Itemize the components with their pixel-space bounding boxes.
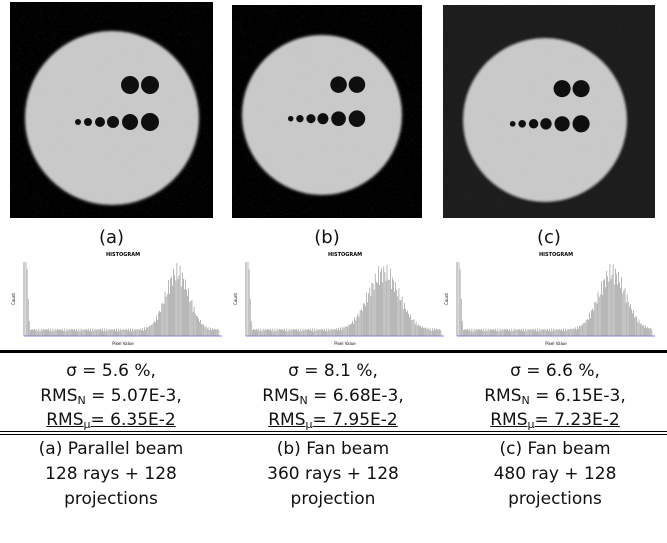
sigma: σ = 8.1 %, [288,361,378,381]
rms-subscript: N [521,394,530,407]
rms-prefix: RMS [484,386,522,406]
rms-mu: RMSμ= 6.35E-2 [0,408,222,433]
histogram-ylabel: Count [11,293,16,305]
phantom-hole [348,110,366,127]
histogram-bars [247,262,442,336]
phantom-hole [330,76,347,93]
phantom-hole [121,76,139,94]
histogram-xlabel: Pixel Value [545,341,567,346]
histogram-ylabel: Count [233,293,238,305]
rms-value: = 6.15E-3, [529,386,626,406]
phantom-hole [540,118,552,130]
rms-value: = 6.68E-3, [307,386,404,406]
phantom-hole [287,115,294,122]
rms-subscript: μ [305,418,313,431]
figure-art: (a) HISTOGRAM Count Pixel Value (b) HISTOGRAM… [10,2,655,346]
phantom-hole [528,119,539,129]
panel-label: (c) [537,227,561,248]
caption-line: (a) Parallel beam [38,439,184,459]
rms-prefix: RMS [262,386,300,406]
rms-subscript: μ [527,418,535,431]
rms-subscript: N [299,394,308,407]
phantom-hole [107,116,119,128]
rms-value: = 6.35E-2 [90,410,176,430]
histogram-xlabel: Pixel Value [334,341,356,346]
phantom-hole [84,118,92,126]
ct-image [232,5,422,218]
rms-prefix: RMS [490,410,528,430]
rms-subscript: μ [83,418,91,431]
rms-value: = 7.95E-2 [312,410,398,430]
histogram-title: HISTOGRAM [106,252,140,258]
phantom-hole [572,115,590,133]
panel-label: (b) [314,227,339,248]
phantom-hole [141,113,159,131]
phantom-hole [509,120,516,127]
histogram-title: HISTOGRAM [539,252,573,258]
phantom-hole [95,117,105,127]
phantom-hole [317,113,329,125]
histogram-bars [458,262,653,336]
rms-value: = 5.07E-3, [85,386,182,406]
caption-line: projection [290,489,376,509]
rms-prefix: RMS [46,410,84,430]
caption-line: 360 rays + 128 [267,464,399,484]
phantom-hole [296,115,304,123]
table-mid-rule [0,431,667,432]
rms-n: RMSN = 6.15E-3, [444,384,666,409]
ct-image [443,5,655,218]
caption-line: (b) Fan beam [276,439,390,459]
caption-line: (c) Fan beam [499,439,611,459]
phantom-hole [572,80,590,98]
table-top-rule [0,350,667,353]
caption-line: 128 rays + 128 [45,464,177,484]
rms-prefix: RMS [268,410,306,430]
histogram-title: HISTOGRAM [328,252,362,258]
caption-line: 480 ray + 128 [493,464,617,484]
sigma: σ = 6.6 %, [510,361,600,381]
phantom-hole [306,114,316,124]
phantom-hole [518,120,526,128]
caption-line: projections [508,489,602,509]
rms-value: = 7.23E-2 [534,410,620,430]
phantom-hole [141,76,159,94]
table-mid-rule [0,434,667,435]
phantom-hole [75,119,81,125]
phantom-hole [122,114,138,130]
rms-mu: RMSμ= 7.23E-2 [444,408,666,433]
rms-n: RMSN = 6.68E-3, [222,384,444,409]
phantom-hole [554,116,570,132]
phantom-hole [331,111,346,127]
caption-line: projections [64,489,158,509]
ct-image [10,2,213,218]
sigma: σ = 5.6 %, [66,361,156,381]
histogram-bars [25,262,220,336]
histogram-xlabel: Pixel Value [112,341,134,346]
histogram-ylabel: Count [444,293,449,305]
phantom-hole [553,80,571,98]
rms-prefix: RMS [40,386,78,406]
rms-subscript: N [77,394,86,407]
phantom-hole [348,76,366,93]
panel-label: (a) [99,227,124,248]
rms-mu: RMSμ= 7.95E-2 [222,408,444,433]
rms-n: RMSN = 5.07E-3, [0,384,222,409]
